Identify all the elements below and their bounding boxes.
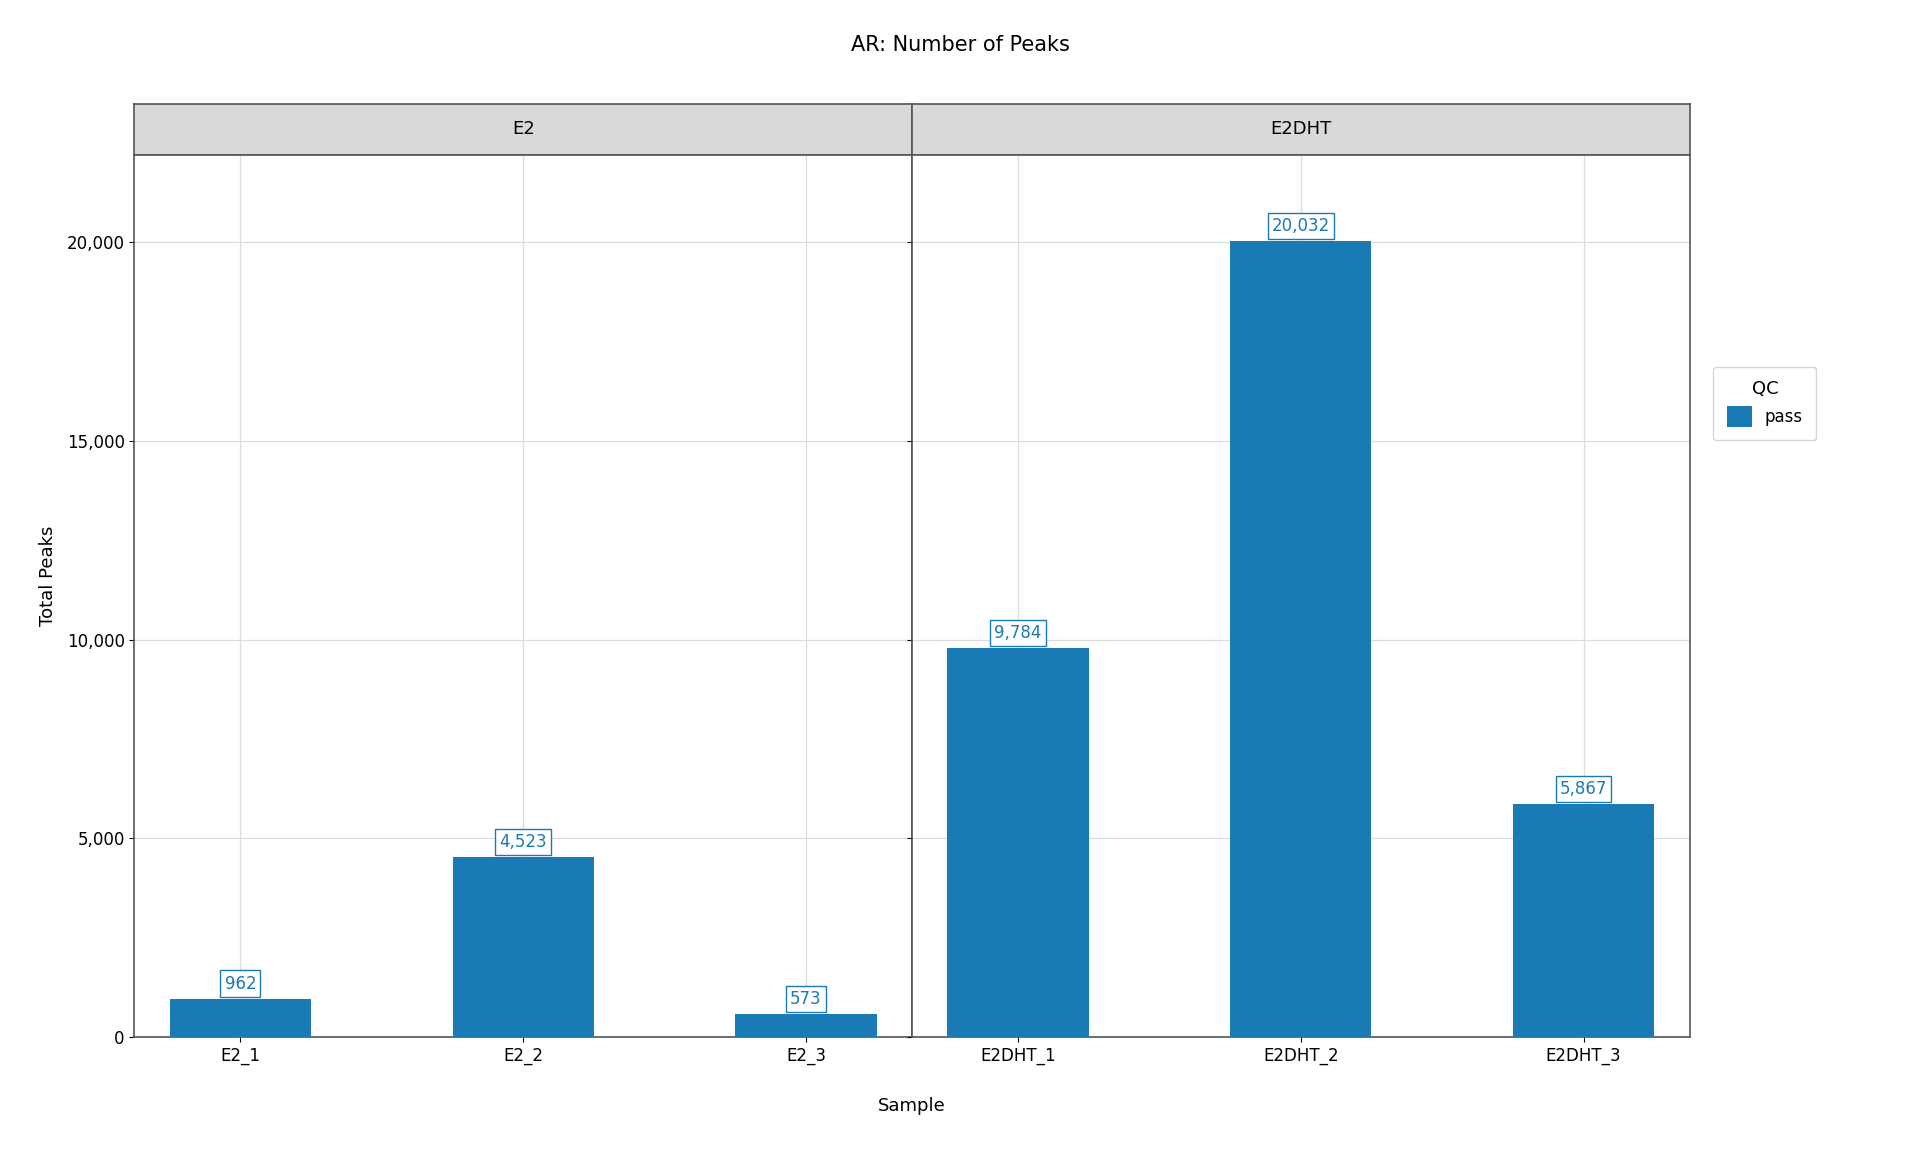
Bar [453, 857, 593, 1037]
Bar [1231, 241, 1371, 1037]
Text: 4,523: 4,523 [499, 833, 547, 851]
Text: 20,032: 20,032 [1271, 218, 1331, 235]
Text: 5,867: 5,867 [1559, 780, 1607, 798]
Text: E2DHT: E2DHT [1271, 120, 1331, 138]
Bar [1513, 804, 1655, 1037]
Text: Total Peaks: Total Peaks [38, 525, 58, 627]
Text: 962: 962 [225, 975, 255, 993]
Bar [947, 649, 1089, 1037]
Bar [169, 999, 311, 1037]
Text: 573: 573 [791, 990, 822, 1008]
Text: 9,784: 9,784 [995, 624, 1043, 642]
Text: AR: Number of Peaks: AR: Number of Peaks [851, 35, 1069, 54]
Text: E2: E2 [513, 120, 534, 138]
Text: Sample: Sample [877, 1097, 947, 1115]
Legend: pass: pass [1713, 366, 1816, 440]
Bar [735, 1014, 877, 1037]
